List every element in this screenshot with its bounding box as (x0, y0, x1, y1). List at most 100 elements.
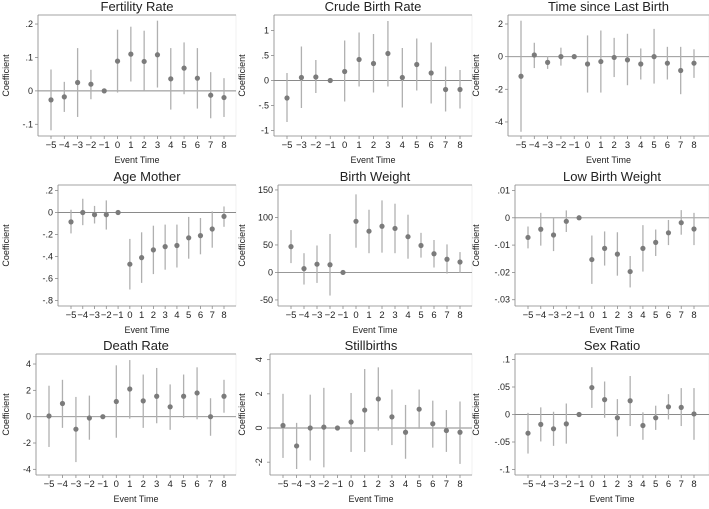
point-estimate (73, 426, 79, 432)
x-tick-label: 8 (221, 310, 226, 321)
point-estimate (348, 419, 354, 425)
x-tick-label: −3 (542, 140, 553, 151)
point-estimate (221, 393, 227, 399)
y-tick-label: -.05 (494, 437, 510, 447)
x-tick-label: 4 (174, 310, 179, 321)
point-estimate (442, 86, 449, 93)
point-estimate (150, 247, 156, 253)
x-tick-label: 4 (403, 479, 408, 490)
point-estimate (86, 415, 92, 421)
point-estimate (518, 73, 524, 79)
point-estimate (307, 425, 313, 431)
y-tick-label: -.4 (42, 252, 53, 262)
plot-frame (269, 353, 473, 476)
point-estimate (221, 94, 227, 101)
y-axis-label: Coefficient (1, 224, 11, 267)
point-estimate (209, 226, 215, 232)
x-tick-label: 3 (385, 140, 390, 151)
y-tick-label: -.2 (42, 230, 53, 240)
point-estimate (88, 81, 94, 87)
point-estimate (653, 415, 659, 421)
x-tick-label: −2 (561, 310, 572, 321)
chart-title: Sex Ratio (584, 338, 640, 353)
point-estimate (342, 68, 348, 75)
point-estimate (115, 209, 121, 216)
x-tick-label: 4 (405, 310, 410, 321)
y-tick-label: .5 (261, 51, 269, 61)
x-tick-label: 6 (666, 310, 671, 321)
y-tick-label: -2 (495, 84, 503, 94)
x-tick-label: −4 (291, 479, 302, 490)
x-tick-label: 3 (163, 310, 168, 321)
point-estimate (61, 94, 67, 100)
point-estimate (640, 422, 646, 429)
y-tick-label: 0 (268, 267, 273, 277)
chart-title: Crude Birth Rate (325, 0, 422, 14)
point-estimate (294, 443, 300, 449)
x-tick-label: −5 (46, 140, 57, 151)
point-estimate (221, 213, 227, 219)
chart-title: Fertility Rate (101, 0, 174, 14)
x-tick-label: 0 (589, 479, 594, 490)
point-estimate (379, 223, 385, 229)
plot-frame (35, 353, 237, 476)
x-tick-label: 0 (115, 140, 120, 151)
x-tick-label: 6 (666, 479, 671, 490)
x-tick-label: 2 (379, 310, 384, 321)
x-tick-label: −4 (299, 310, 310, 321)
y-axis-label: Coefficient (237, 54, 247, 97)
y-tick-label: 0 (264, 76, 269, 86)
point-estimate (602, 245, 608, 251)
x-tick-label: 4 (168, 479, 173, 490)
point-estimate (288, 244, 294, 250)
point-estimate (602, 397, 608, 403)
chart-title: Low Birth Weight (563, 169, 661, 184)
x-tick-label: −1 (113, 310, 124, 321)
x-tick-label: 7 (443, 140, 448, 151)
point-estimate (141, 58, 147, 65)
x-tick-label: −5 (516, 140, 527, 151)
point-estimate (59, 400, 66, 407)
y-axis-label: Coefficient (471, 393, 481, 436)
point-estimate (457, 429, 463, 435)
x-tick-label: −2 (556, 140, 567, 151)
x-tick-label: 1 (602, 310, 607, 321)
y-tick-label: 50 (263, 240, 273, 250)
point-estimate (114, 58, 121, 64)
x-tick-label: 4 (640, 479, 645, 490)
chart-title: Stillbirths (345, 338, 398, 353)
x-tick-label: −2 (101, 310, 112, 321)
y-tick-label: -.5 (258, 101, 269, 111)
x-tick-label: −5 (66, 310, 77, 321)
plot-frame (514, 184, 709, 307)
point-estimate (327, 262, 333, 268)
x-axis-label: Event Time (589, 325, 634, 335)
x-tick-label: 3 (628, 310, 633, 321)
x-tick-label: 8 (457, 479, 462, 490)
point-estimate (197, 233, 204, 239)
point-estimate (280, 422, 286, 429)
point-estimate (80, 209, 86, 216)
y-axis-label: Coefficient (237, 224, 247, 267)
x-tick-label: −3 (89, 310, 100, 321)
point-estimate (627, 268, 633, 275)
chart-panel: Low Birth Weight -.03 -.02 -.01 0 .01 −5 −4 −3 −2… (471, 169, 709, 335)
y-tick-label: -.02 (494, 267, 510, 277)
point-estimate (127, 386, 133, 392)
point-estimate (113, 398, 119, 405)
x-tick-label: 8 (221, 140, 226, 151)
point-estimate (181, 393, 187, 399)
x-axis-label: Event Time (350, 155, 395, 165)
x-tick-label: 6 (198, 310, 203, 321)
x-tick-label: 6 (194, 479, 199, 490)
point-estimate (545, 59, 551, 65)
point-estimate (538, 226, 544, 232)
x-tick-label: 1 (356, 140, 361, 151)
y-tick-label: -.8 (42, 296, 53, 306)
x-tick-label: −1 (97, 479, 108, 490)
x-tick-label: 1 (128, 140, 133, 151)
y-tick-label: 0 (254, 425, 264, 430)
x-tick-label: 2 (151, 310, 156, 321)
point-estimate (167, 404, 173, 410)
